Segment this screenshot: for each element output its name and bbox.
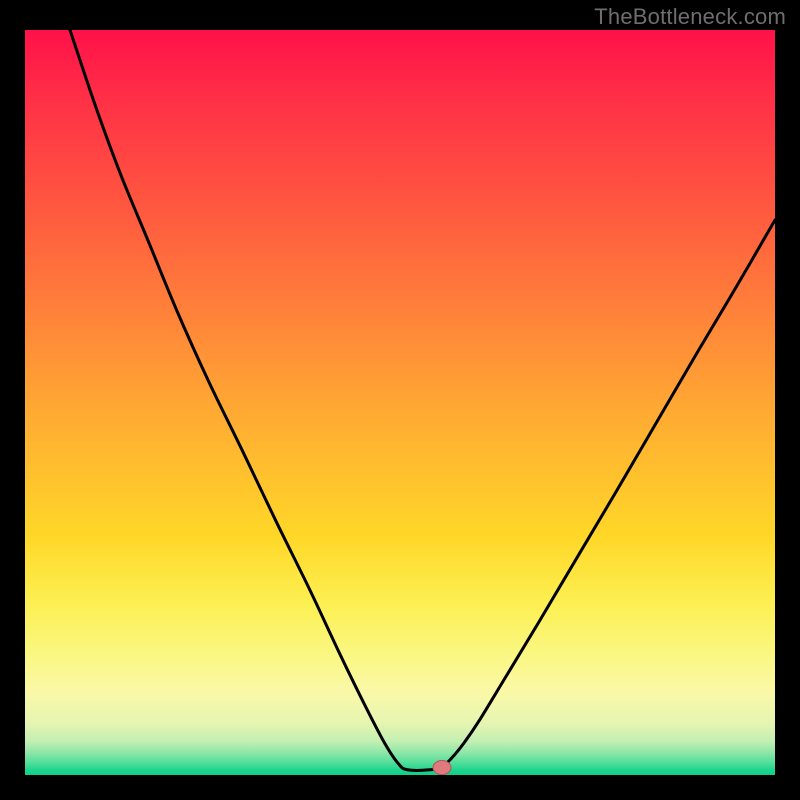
watermark-text: TheBottleneck.com	[594, 4, 786, 30]
optimal-point-marker	[433, 761, 451, 775]
bottleneck-chart	[25, 30, 775, 775]
gradient-background	[25, 30, 775, 775]
chart-plot-area	[25, 30, 775, 775]
